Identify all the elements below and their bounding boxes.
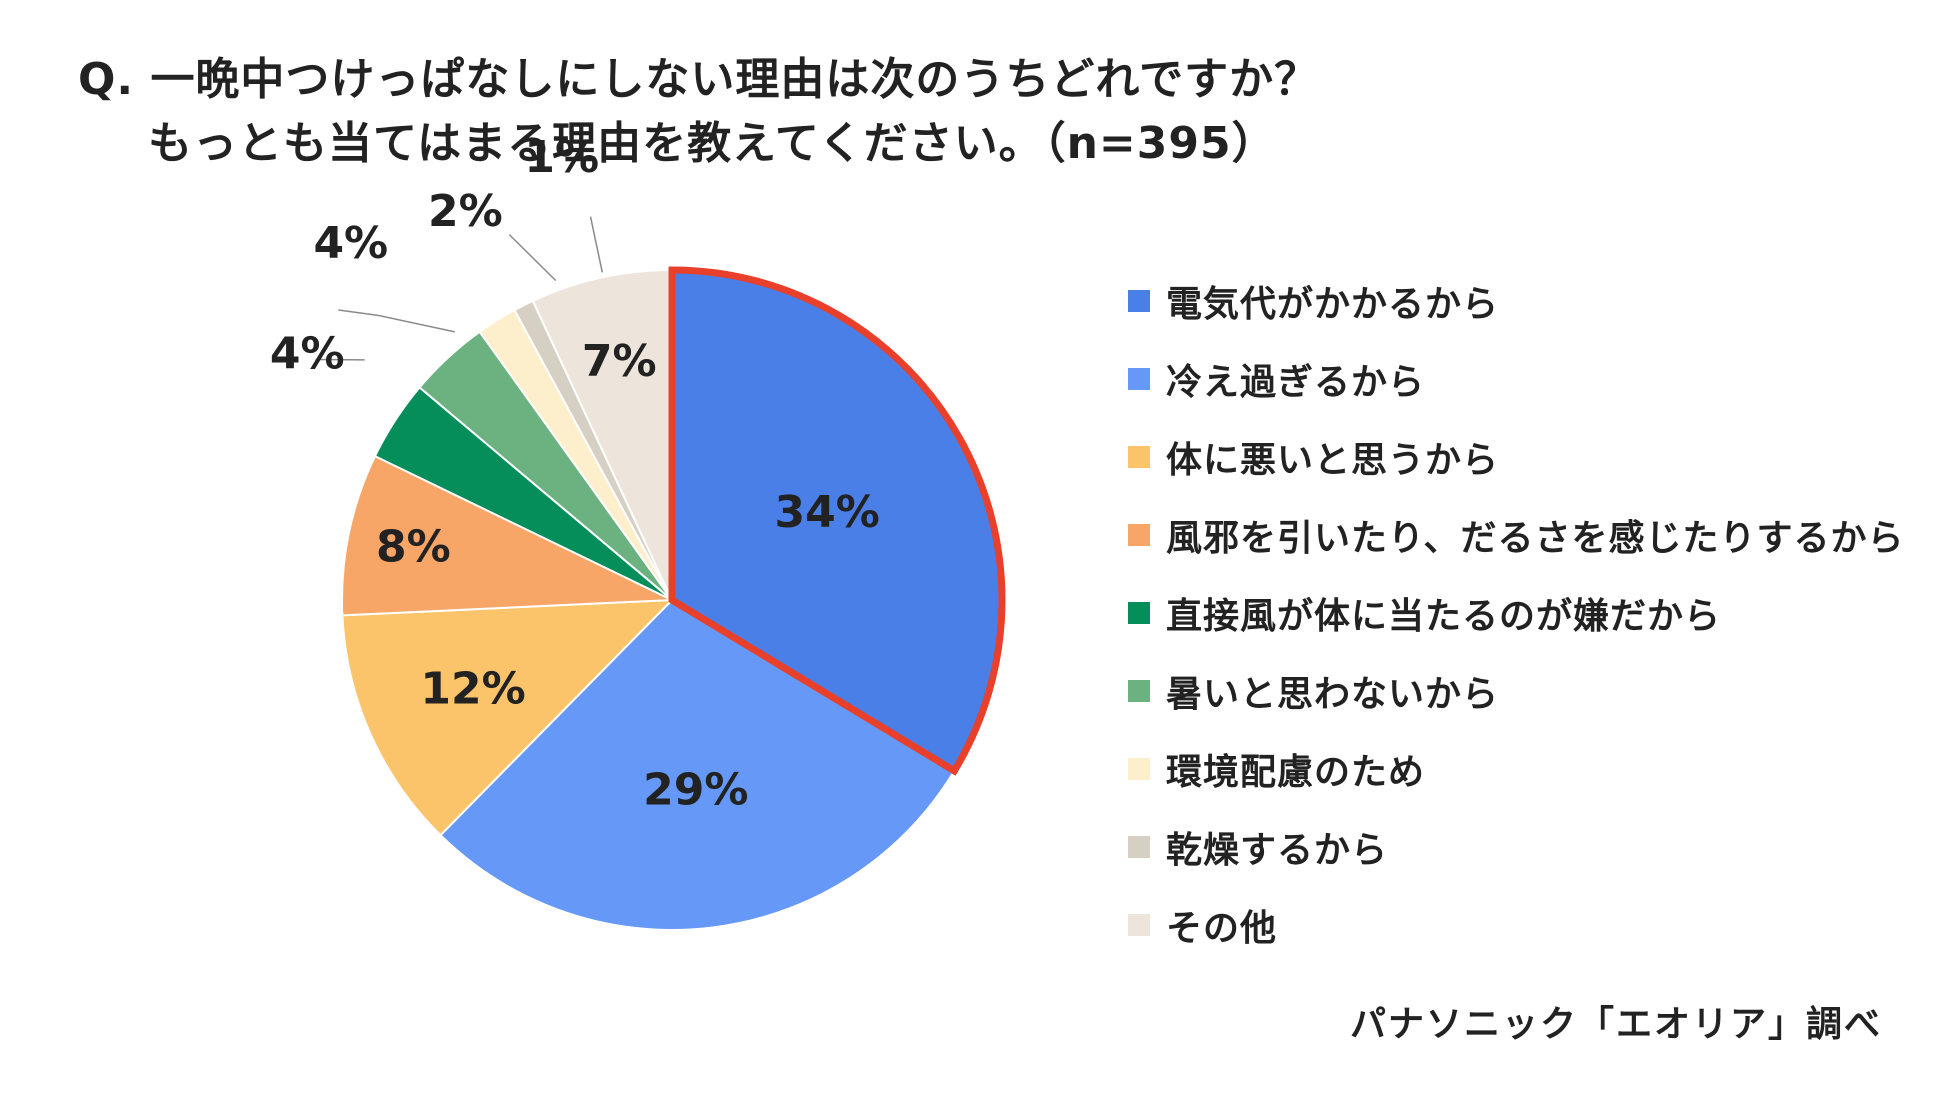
pie-leader-line-6 xyxy=(338,309,456,333)
legend-item: 乾燥するから xyxy=(1128,808,1908,886)
pie-data-label-8: 1% xyxy=(524,132,599,183)
legend-item: 直接風が体に当たるのが嫌だから xyxy=(1128,574,1908,652)
pie-slice-4 xyxy=(341,454,673,617)
legend-label: その他 xyxy=(1166,908,1278,949)
legend-swatch xyxy=(1128,758,1150,780)
legend-label: 体に悪いと思うから xyxy=(1166,440,1500,481)
pie-leader-line-8 xyxy=(589,216,604,273)
pie-data-label-2: 29% xyxy=(643,764,748,815)
legend-item: 暑いと思わないから xyxy=(1128,652,1908,730)
legend-item: その他 xyxy=(1128,886,1908,964)
pie-data-label-6: 4% xyxy=(313,218,388,269)
pie-leader-lines xyxy=(315,216,604,361)
source-note: パナソニック「エオリア」調べ xyxy=(1349,1004,1882,1045)
chart-legend: 電気代がかかるから 冷え過ぎるから体に悪いと思うから風邪を引いたり、だるさを感じた… xyxy=(1128,262,1908,964)
legend-label: 暑いと思わないから xyxy=(1166,674,1500,715)
chart-title-line2: もっとも当てはまる理由を教えてください。（n=395） xyxy=(148,118,1277,169)
legend-swatch xyxy=(1128,680,1150,702)
legend-label: 電気代がかかるから xyxy=(1166,284,1500,325)
legend-label: 直接風が体に当たるのが嫌だから xyxy=(1166,596,1722,637)
chart-title-line1: Q. 一晩中つけっぱなしにしない理由は次のうちどれですか？ xyxy=(78,54,1320,105)
legend-item: 電気代がかかるから xyxy=(1128,262,1908,340)
legend-item: 環境配慮のため xyxy=(1128,730,1908,808)
pie-slice-9 xyxy=(531,268,673,601)
pie-slices xyxy=(341,268,1004,931)
pie-data-label-4: 8% xyxy=(376,522,451,573)
legend-swatch xyxy=(1128,446,1150,468)
legend-swatch xyxy=(1128,602,1150,624)
legend-label: 風邪を引いたり、だるさを感じたりするから xyxy=(1166,518,1905,559)
legend-swatch xyxy=(1128,290,1150,312)
legend-label: 環境配慮のため xyxy=(1166,752,1426,793)
legend-swatch xyxy=(1128,914,1150,936)
pie-data-label-7: 2% xyxy=(428,186,503,237)
chart-title: Q. 一晩中つけっぱなしにしない理由は次のうちどれですか？ もっとも当てはまる理… xyxy=(78,48,1478,176)
pie-slice-2 xyxy=(439,598,956,931)
legend-item: 体に悪いと思うから xyxy=(1128,418,1908,496)
legend-swatch xyxy=(1128,368,1150,390)
pie-data-label-1: 34% xyxy=(775,487,880,538)
legend-item: 風邪を引いたり、だるさを感じたりするから xyxy=(1128,496,1908,574)
pie-highlight xyxy=(668,266,1006,776)
pie-leader-line-7 xyxy=(508,234,557,282)
pie-data-label-5: 4% xyxy=(270,329,345,380)
pie-data-labels: 34% 29% 12% 8% 4% 4% 2% 1% 7% xyxy=(270,132,880,815)
pie-data-label-9: 7% xyxy=(582,336,657,387)
legend-swatch xyxy=(1128,524,1150,546)
pie-data-label-3: 12% xyxy=(420,663,525,714)
legend-swatch xyxy=(1128,836,1150,858)
legend-label: 乾燥するから xyxy=(1166,830,1389,871)
legend-label: 冷え過ぎるから xyxy=(1166,362,1426,403)
pie-slice-highlight-outline xyxy=(668,266,1006,776)
legend-item: 冷え過ぎるから xyxy=(1128,340,1908,418)
pie-slice-3 xyxy=(341,598,675,837)
